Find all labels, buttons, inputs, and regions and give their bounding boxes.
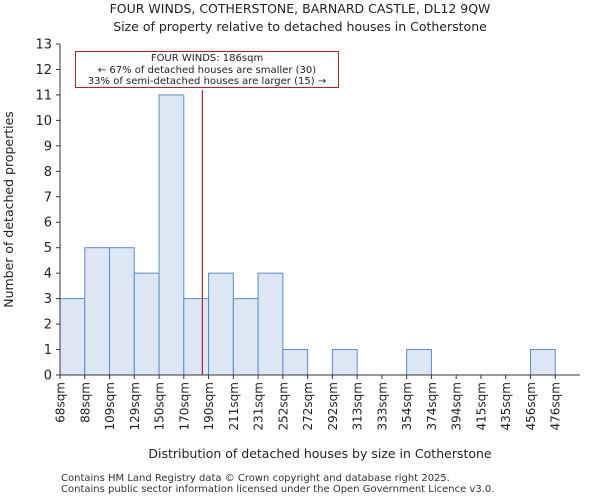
y-tick-label: 0 <box>44 369 52 384</box>
y-tick-label: 7 <box>44 190 52 205</box>
y-tick-label: 9 <box>44 139 52 154</box>
x-tick-label: 68sqm <box>54 382 68 423</box>
annotation-line-2: ← 67% of detached houses are smaller (30… <box>97 64 317 76</box>
bar-68sqm <box>59 298 86 376</box>
annotation-line-1: FOUR WINDS: 186sqm <box>150 53 264 64</box>
y-tick-label: 4 <box>44 267 52 282</box>
x-tick-label: 374sqm <box>425 382 439 430</box>
footer-licence: Contains public sector information licen… <box>61 484 495 495</box>
bar-456sqm <box>529 349 556 376</box>
chart-title: FOUR WINDS, COTHERSTONE, BARNARD CASTLE,… <box>109 1 491 16</box>
x-tick-label: 272sqm <box>301 382 315 430</box>
y-tick-label: 8 <box>44 165 52 180</box>
bar-190sqm <box>208 272 234 376</box>
bar-170sqm <box>183 298 210 376</box>
x-tick-label: 394sqm <box>450 382 464 430</box>
y-tick-label: 5 <box>44 241 52 256</box>
x-tick-label: 354sqm <box>400 382 414 430</box>
y-tick-label: 6 <box>44 216 52 231</box>
property-annotation-box: FOUR WINDS: 186sqm ← 67% of detached hou… <box>75 51 339 88</box>
annotation-line-3: 33% of semi-detached houses are larger (… <box>87 76 327 87</box>
y-tick-label: 2 <box>44 318 52 333</box>
y-tick-label: 3 <box>44 292 52 307</box>
x-tick-label: 88sqm <box>78 382 92 423</box>
x-tick-label: 231sqm <box>252 382 266 430</box>
bar-150sqm <box>158 94 185 376</box>
x-tick-label: 333sqm <box>375 382 389 430</box>
y-tick-label: 13 <box>35 38 52 53</box>
x-tick-label: 476sqm <box>549 382 563 430</box>
footer-copyright: Contains HM Land Registry data © Crown c… <box>61 473 450 484</box>
x-tick-label: 170sqm <box>177 382 191 430</box>
x-tick-label: 292sqm <box>326 382 340 430</box>
x-tick-label: 435sqm <box>499 382 513 430</box>
x-axis-title: Distribution of detached houses by size … <box>148 446 492 461</box>
chart-subtitle: Size of property relative to detached ho… <box>113 19 487 34</box>
x-tick-label: 252sqm <box>276 382 290 430</box>
y-tick-label: 10 <box>35 114 52 129</box>
bar-252sqm <box>282 349 309 376</box>
bar-354sqm <box>406 349 432 376</box>
bar-88sqm <box>84 247 111 376</box>
x-tick-label: 150sqm <box>153 382 167 430</box>
x-tick-label: 129sqm <box>128 382 142 430</box>
bar-231sqm <box>257 272 284 376</box>
y-tick-label: 12 <box>35 63 52 78</box>
bar-292sqm <box>331 349 358 376</box>
x-tick-label: 211sqm <box>227 382 241 430</box>
x-tick-label: 415sqm <box>474 382 488 430</box>
bar-129sqm <box>133 272 160 376</box>
x-tick-label: 456sqm <box>524 382 538 430</box>
bar-109sqm <box>109 247 135 376</box>
y-axis-title: Number of detached properties <box>1 111 16 308</box>
y-tick-label: 1 <box>44 343 52 358</box>
y-tick-label: 11 <box>35 88 52 103</box>
x-tick-label: 190sqm <box>202 382 216 430</box>
x-tick-label: 109sqm <box>103 382 117 430</box>
x-tick-label: 313sqm <box>351 382 365 430</box>
bar-211sqm <box>232 298 259 376</box>
